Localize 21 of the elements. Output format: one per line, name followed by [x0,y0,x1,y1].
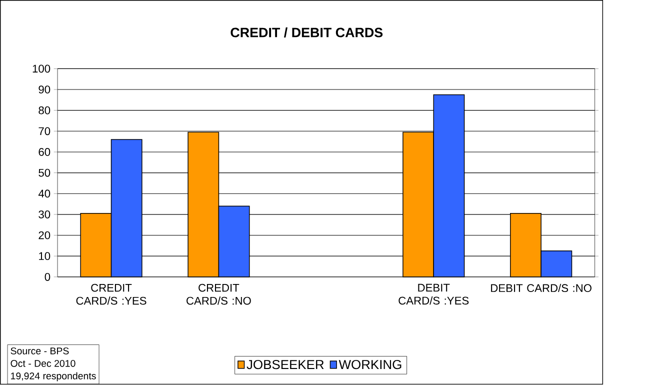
y-tick-label: 30 [38,210,50,219]
x-tick-label: CREDIT CARD/S :NO [186,284,251,305]
y-tick-label: 50 [38,169,50,177]
legend-label: WORKING [338,360,402,370]
y-tick-label: 60 [38,148,50,156]
y-tick-label: 0 [44,273,50,282]
y-tick-label: 10 [39,252,50,260]
legend-label: JOBSEEKER [246,360,324,370]
y-tick-label: 20 [38,232,50,240]
y-tick-label: 70 [38,127,50,136]
source-note: Source - BPS [10,348,69,355]
x-tick-label: DEBIT CARD/S :NO [491,284,592,292]
y-tick-label: 40 [38,190,50,198]
chart-title: CREDIT / DEBIT CARDS [230,28,383,38]
text: 19,924 respondents [11,372,96,382]
y-tick-label: 80 [38,106,50,114]
x-tick-label: CREDIT CARD/S :YES [76,284,146,305]
x-tick-label: DEBIT CARD/S :YES [398,284,469,305]
y-tick-label: 100 [32,64,50,73]
text: Oct - Dec 2010 [10,360,76,368]
y-tick-label: 90 [38,86,50,94]
